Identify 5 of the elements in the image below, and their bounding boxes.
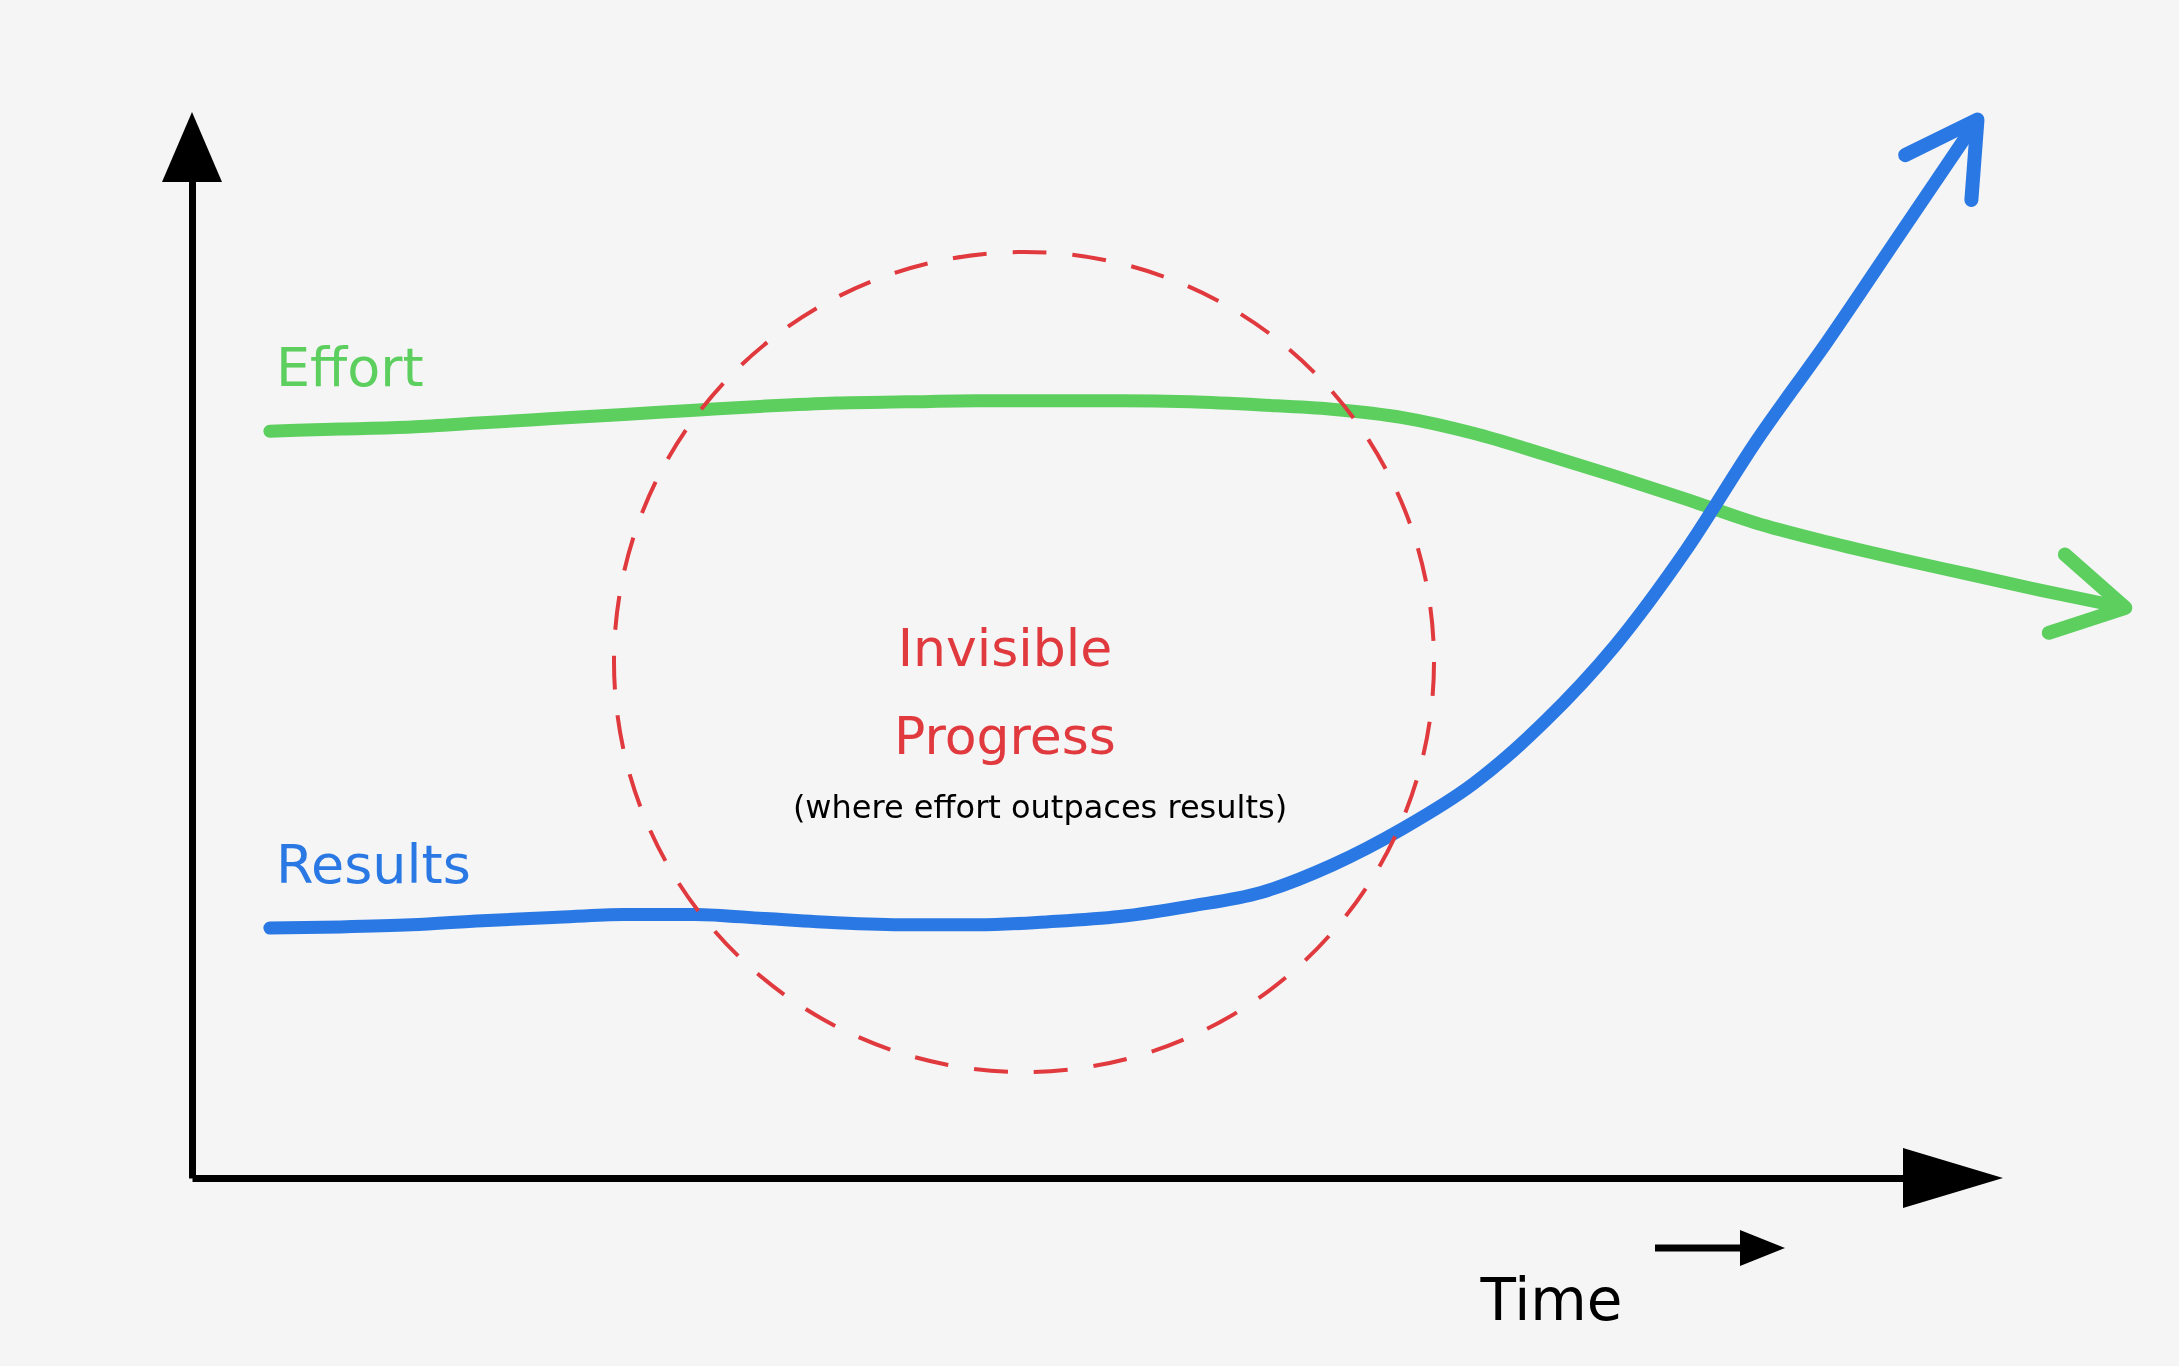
series-label: Effort	[275, 336, 424, 400]
series-label: Results	[275, 833, 471, 897]
annotation: (where effort outpaces results)	[792, 788, 1288, 826]
x-axis-title: Time	[1479, 1265, 1623, 1334]
annotation: Invisible Progress	[894, 618, 1116, 766]
